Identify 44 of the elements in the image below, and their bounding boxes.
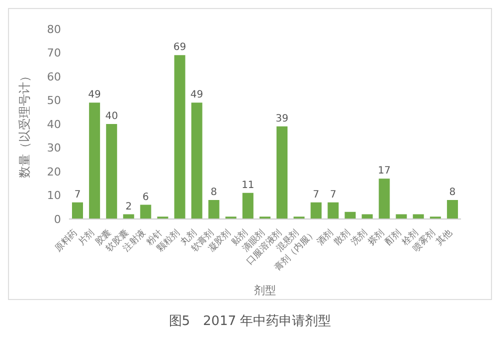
caption: 图5 2017 年中药申请剂型 xyxy=(168,313,332,330)
data-label: 2 xyxy=(125,201,132,212)
y-tick-label: 60 xyxy=(47,70,61,84)
x-tick-label: 散剂 xyxy=(332,227,352,248)
data-label: 8 xyxy=(210,187,218,198)
bar xyxy=(344,212,356,219)
bar xyxy=(446,200,458,219)
data-label: 11 xyxy=(242,180,254,191)
y-tick-label: 50 xyxy=(47,94,61,108)
data-label: 8 xyxy=(449,187,456,198)
data-label: 7 xyxy=(312,189,320,200)
data-label: 40 xyxy=(105,111,118,122)
y-tick-label: 80 xyxy=(47,22,61,36)
y-tick-label: 0 xyxy=(54,212,61,226)
y-tick-label: 20 xyxy=(47,165,61,178)
y-tick-label: 70 xyxy=(47,46,61,60)
data-label: 69 xyxy=(173,42,186,54)
x-tick-label: 其他 xyxy=(434,227,455,248)
data-label: 7 xyxy=(330,189,336,200)
x-axis-title: 剂型 xyxy=(254,284,276,297)
data-label: 7 xyxy=(74,189,81,200)
x-tick-label: 酊剂 xyxy=(382,227,404,248)
y-tick-label: 40 xyxy=(47,118,61,131)
y-tick-label: 30 xyxy=(47,142,61,155)
bar xyxy=(208,200,220,219)
data-label: 49 xyxy=(88,90,101,101)
bar xyxy=(174,55,186,219)
bar xyxy=(378,178,390,219)
bar xyxy=(106,124,118,219)
bar xyxy=(242,192,254,219)
bar xyxy=(328,202,339,219)
bar xyxy=(310,202,322,219)
x-tick-label: 原料药 xyxy=(52,227,80,254)
y-tick-label: 10 xyxy=(47,189,61,202)
data-label: 17 xyxy=(378,166,391,177)
data-label: 39 xyxy=(276,113,288,124)
bar xyxy=(72,202,83,219)
data-label: 49 xyxy=(190,90,204,101)
bar xyxy=(276,126,288,219)
bar xyxy=(191,102,202,219)
bar xyxy=(89,102,100,219)
bar xyxy=(140,204,152,219)
data-label: 6 xyxy=(142,192,149,203)
y-axis-title: 数量（以受理号计） xyxy=(17,70,32,178)
